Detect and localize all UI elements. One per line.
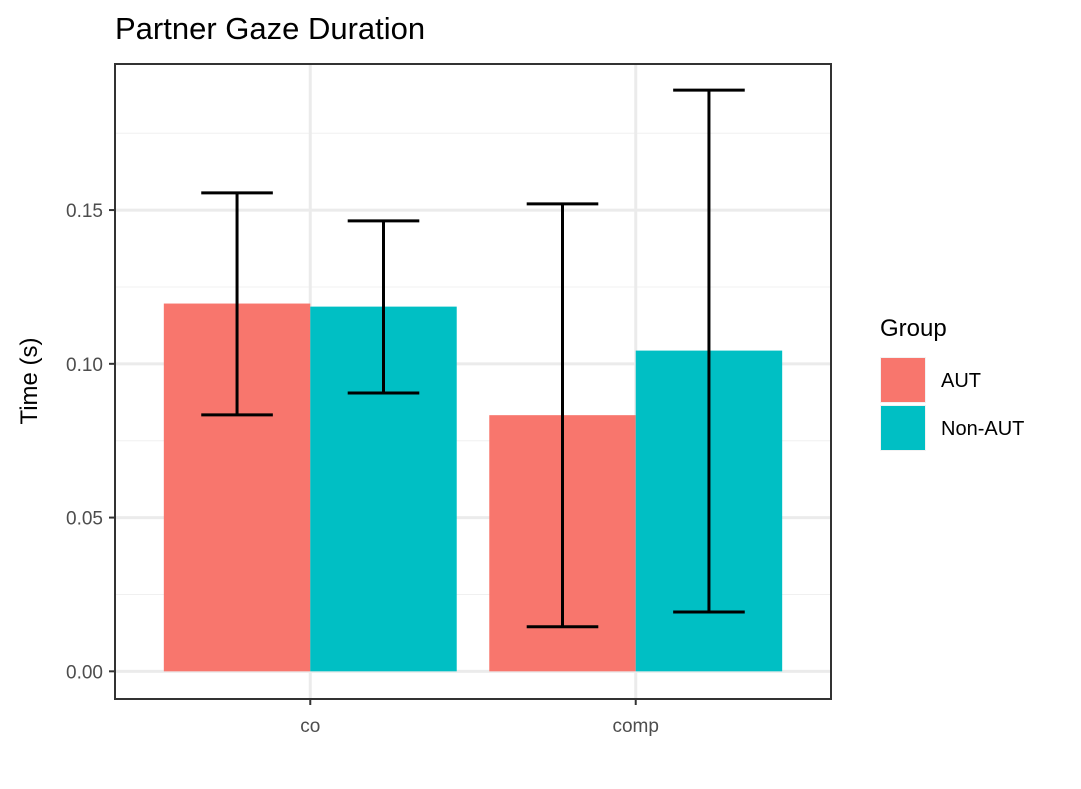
y-tick-label: 0.15 [66,201,103,222]
legend-label: AUT [941,370,981,392]
y-tick-label: 0.00 [66,662,103,683]
error-bars-layer [201,88,745,629]
x-axis: co comp [300,699,659,737]
y-axis-title: Time (s) [16,337,43,424]
legend-swatch [881,358,925,402]
error-bar [673,88,745,614]
y-tick-label: 0.10 [66,355,103,376]
error-bar [347,219,420,395]
y-axis: 0.00 0.05 0.10 0.15 [66,201,115,683]
chart-title: Partner Gaze Duration [115,11,425,46]
legend: Group AUT Non-AUT [880,315,1024,451]
plot-border [114,63,832,700]
x-tick-label: comp [612,716,658,737]
legend-label: Non-AUT [941,418,1024,440]
error-bar [526,202,599,629]
legend-title: Group [880,315,947,342]
y-tick-label: 0.05 [66,509,103,530]
error-bar [201,191,273,417]
legend-swatch [881,406,925,450]
x-tick-label: co [300,716,320,737]
